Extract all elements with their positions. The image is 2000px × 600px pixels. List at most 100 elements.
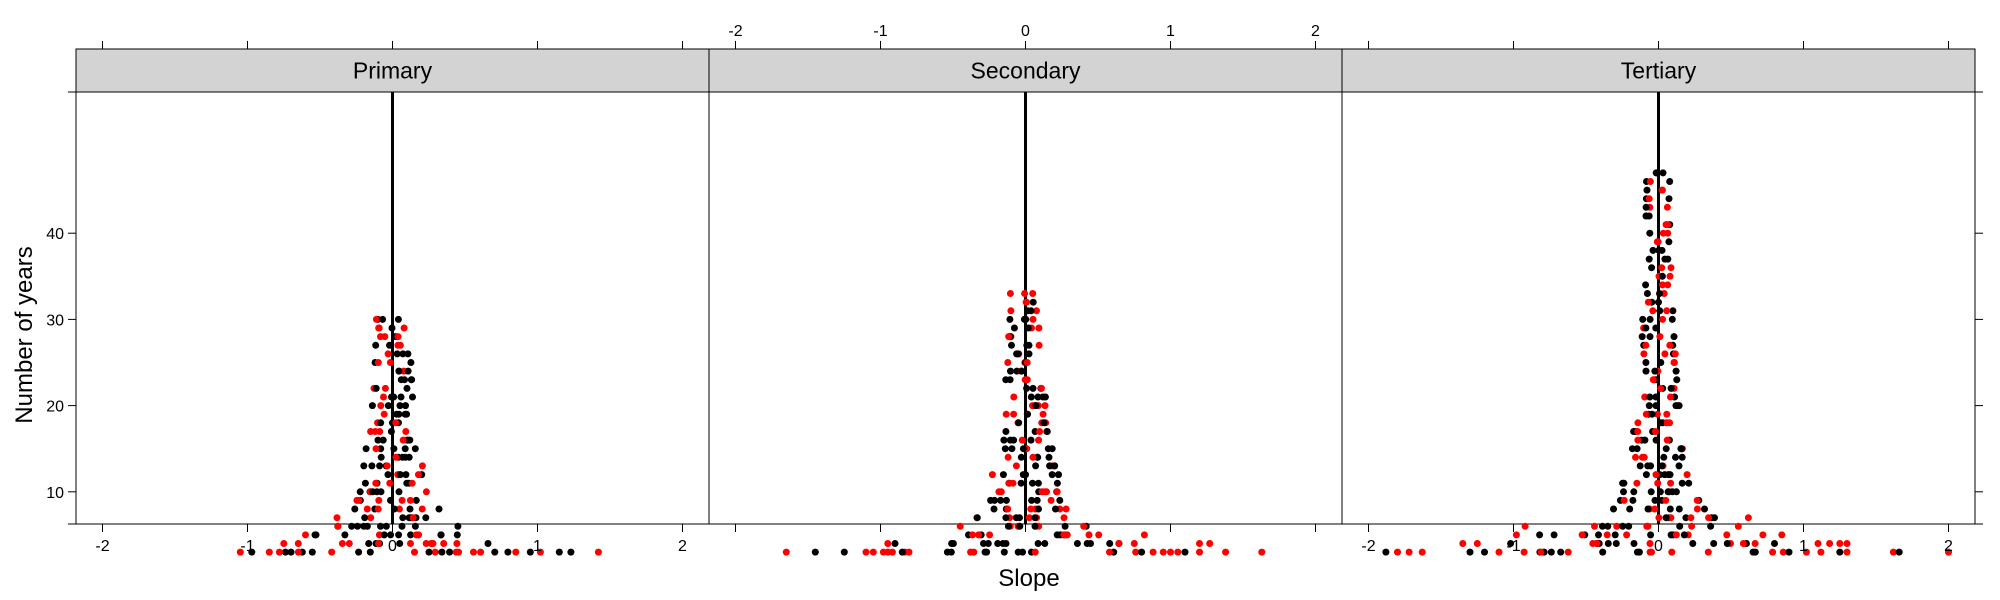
point-series-a [1672,367,1680,375]
point-series-a [1016,514,1023,522]
point-series-a [1648,264,1656,272]
x-tick-label: -1 [1506,538,1520,555]
point-series-a [1382,548,1390,556]
point-series-a [425,548,433,556]
point-series-b [1623,531,1631,539]
point-series-a [368,462,376,470]
point-series-a [1006,376,1014,384]
point-series-b [302,531,309,539]
point-series-a [404,367,412,375]
point-series-a [390,393,398,401]
point-series-a [363,522,371,530]
point-series-a [311,531,319,539]
point-series-a [1001,445,1009,453]
point-series-b [1945,548,1952,556]
point-series-b [512,548,520,556]
point-series-a [1662,514,1670,522]
point-series-a [1019,445,1027,453]
point-series-b [1651,505,1659,513]
point-series-b [355,496,363,504]
point-series-a [377,522,384,530]
point-series-a [1660,453,1668,461]
point-series-b [1033,307,1040,315]
point-series-a [354,522,361,530]
point-series-a [1673,376,1681,384]
point-series-b [415,471,422,479]
point-series-a [407,531,415,539]
point-series-b [986,531,994,539]
point-series-a [997,496,1005,504]
point-series-b [1159,548,1167,556]
point-series-b [1634,436,1642,444]
point-series-b [345,540,353,547]
point-series-a [891,540,899,547]
point-series-b [1010,393,1018,401]
point-series-b [1634,419,1642,427]
point-series-a [1636,462,1644,470]
point-series-a [1642,203,1650,211]
point-series-b [407,540,414,547]
point-series-a [1481,548,1488,556]
point-series-a [1620,488,1627,496]
point-series-a [1547,548,1555,556]
y-tick-label: 20 [46,399,64,416]
point-series-a [407,359,415,366]
point-series-a [1018,367,1026,375]
point-series-a [484,540,492,547]
point-series-a [1678,453,1686,461]
point-series-a [1002,514,1010,522]
point-series-b [1521,522,1529,530]
point-series-a [360,462,368,470]
point-series-a [1027,436,1035,444]
point-series-b [1591,522,1598,530]
point-series-b [411,548,418,556]
point-series-a [406,436,414,444]
point-series-a [811,548,819,556]
point-series-b [1661,350,1669,358]
point-series-a [422,514,430,522]
point-series-a [437,531,445,539]
point-series-a [1550,531,1558,539]
point-series-a [1019,471,1027,479]
point-series-b [394,333,402,341]
point-series-a [1031,514,1039,522]
point-series-a [1658,246,1666,254]
point-series-a [983,548,991,556]
point-series-b [869,548,877,556]
panel-tertiary: Tertiary [1341,48,1976,556]
point-series-a [368,402,376,410]
points [1382,169,1952,556]
point-series-a [1536,531,1544,539]
point-series-a [384,471,392,479]
point-series-b [969,531,976,539]
point-series-a [1002,428,1010,435]
point-series-a [411,445,419,453]
point-series-b [1010,410,1018,418]
point-series-b [1632,453,1639,461]
point-series-a [1006,436,1014,444]
point-series-a [402,471,410,479]
point-series-b [452,548,460,556]
point-series-a [1667,384,1675,392]
point-series-a [408,376,416,384]
point-series-b [380,410,388,418]
point-series-b [328,548,336,556]
point-series-a [1785,548,1793,556]
point-series-a [1595,531,1602,539]
point-series-a [1895,548,1903,556]
point-series-a [491,548,499,556]
point-series-b [1035,436,1043,444]
point-series-a [1630,540,1638,547]
point-series-b [1004,505,1012,513]
point-series-b [1655,514,1663,522]
points [236,315,602,556]
point-series-a [1646,229,1654,237]
point-series-a [366,548,374,556]
x-tick-label: -1 [240,538,254,555]
point-series-b [381,333,389,341]
point-series-a [1644,462,1652,470]
point-series-a [1651,367,1659,375]
point-series-b [1021,290,1029,297]
point-series-b [1537,548,1545,556]
